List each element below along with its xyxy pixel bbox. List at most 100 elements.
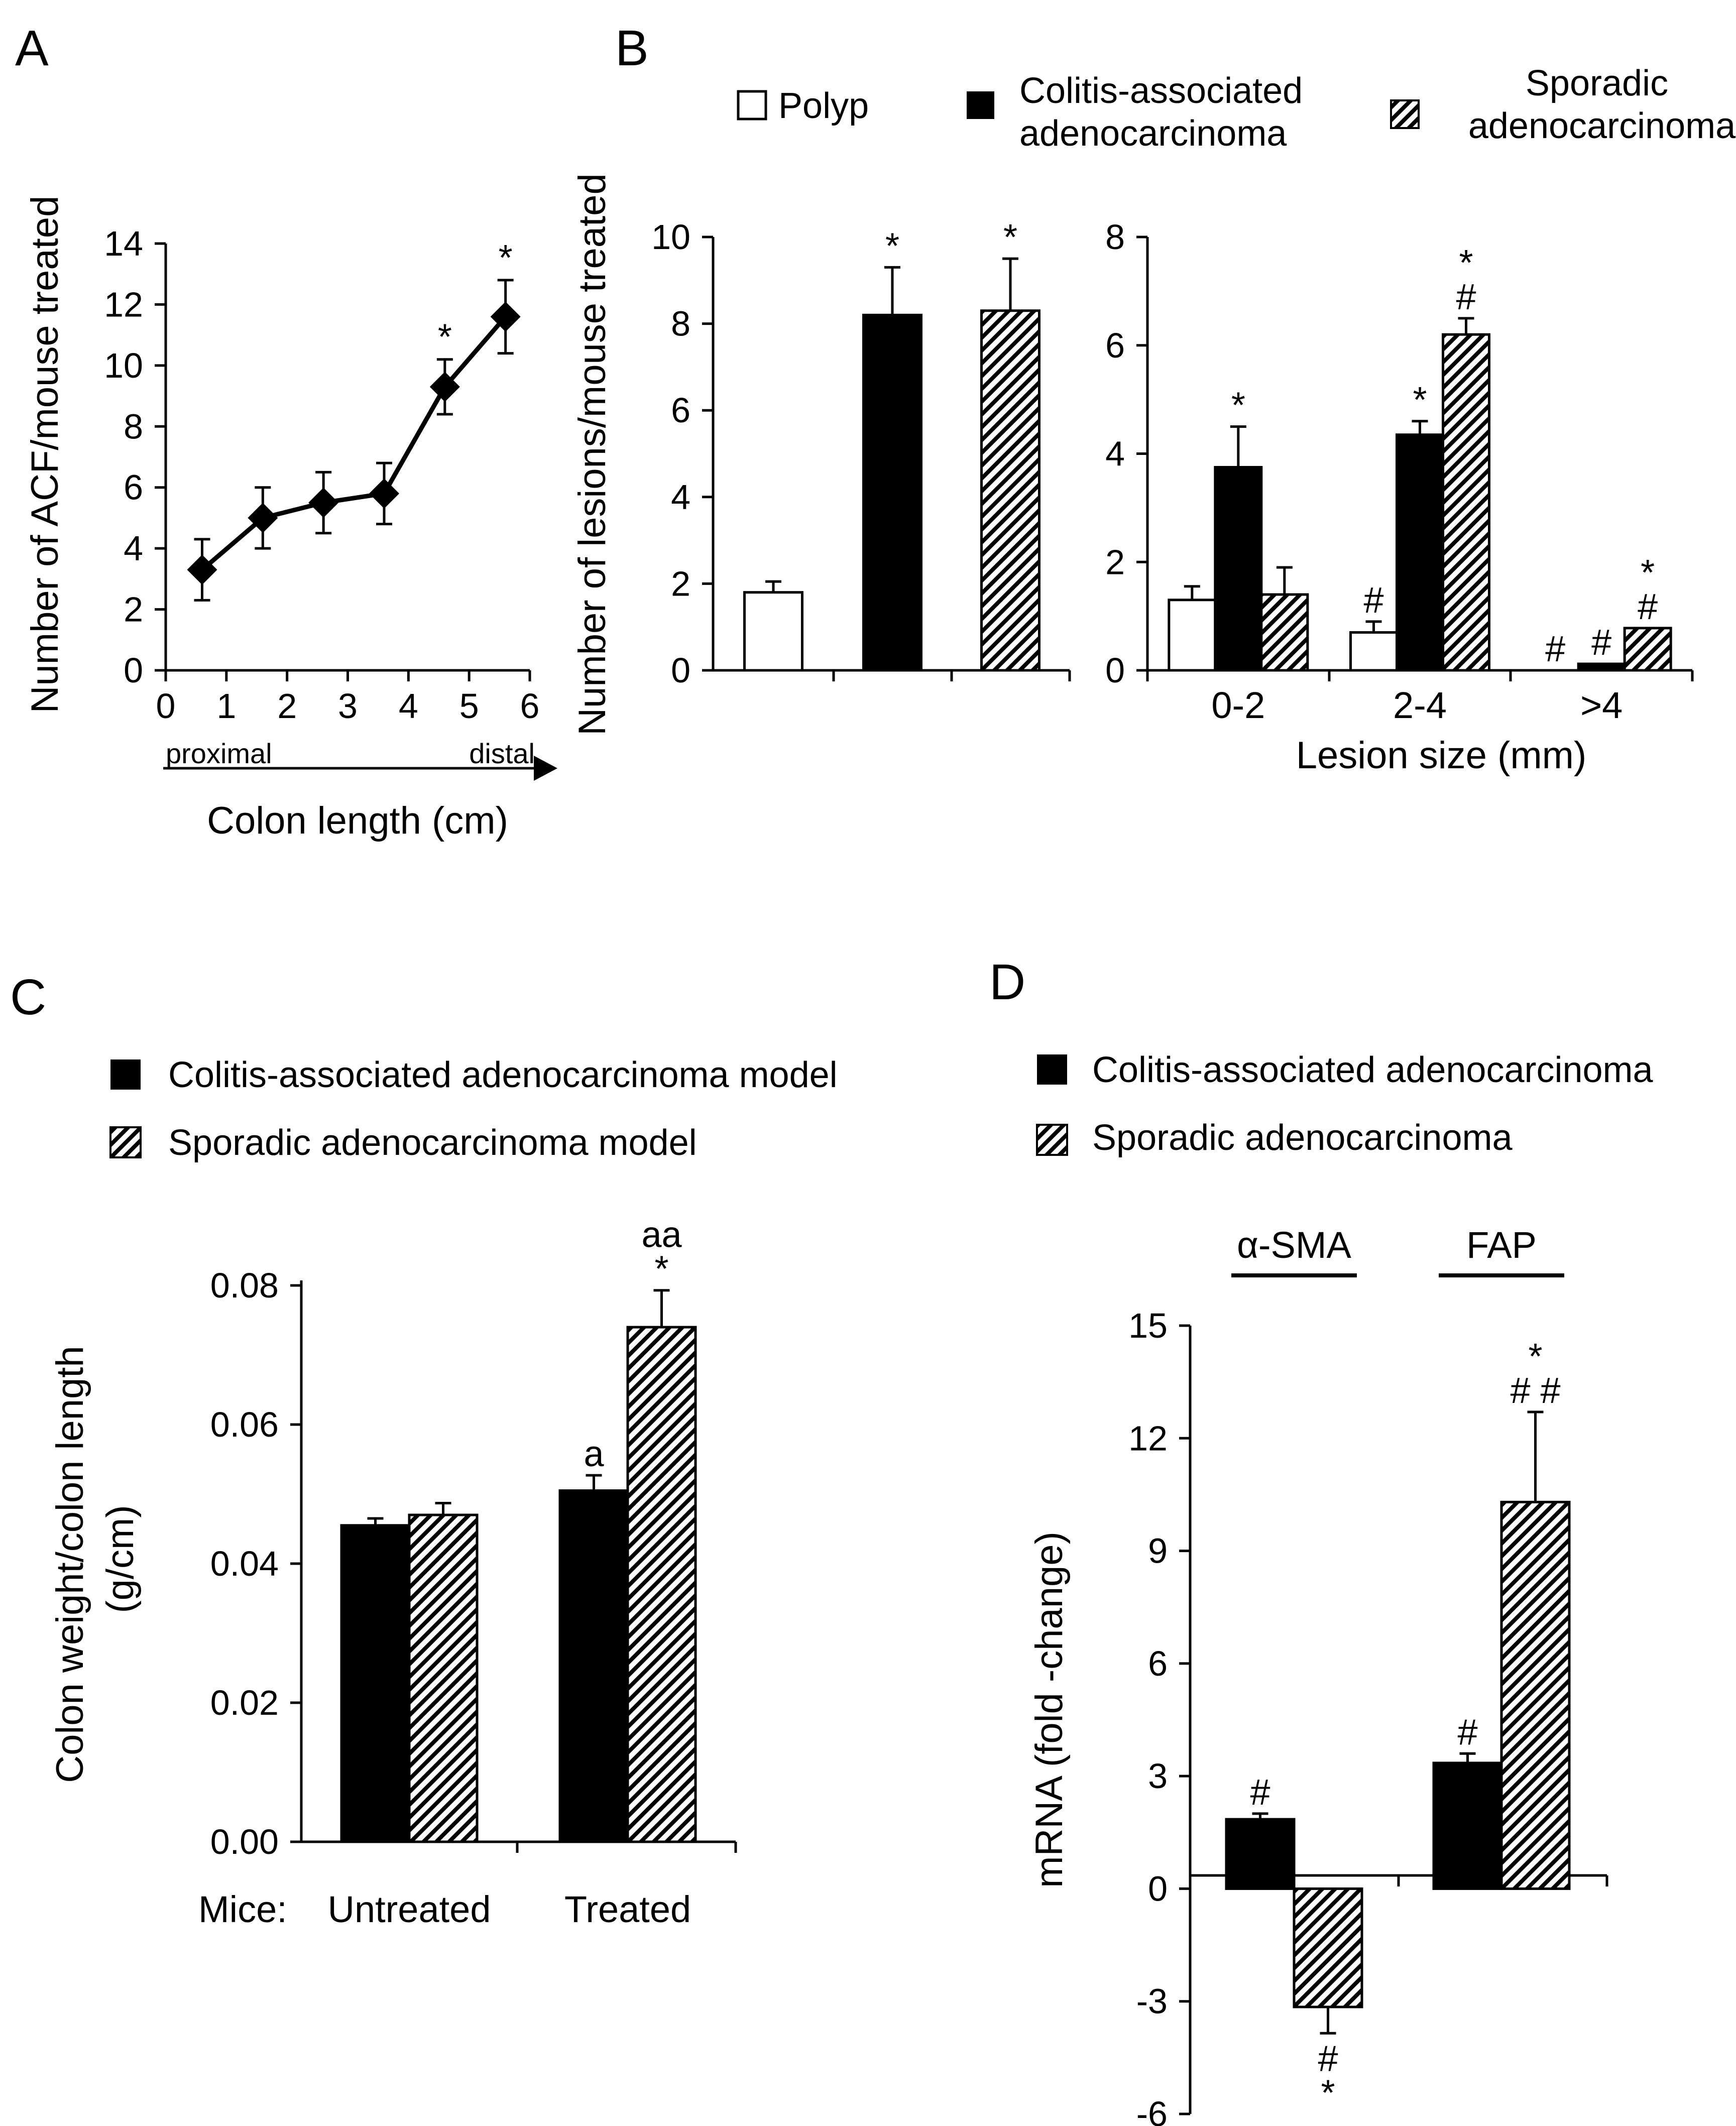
panel-b-right-sig-0: # [1363, 580, 1383, 621]
panel-b-left-bar [980, 309, 1040, 672]
panel-a-data-point [308, 488, 339, 518]
panel-a-data-point [429, 372, 460, 402]
panel-a-sig-marker: * [438, 317, 452, 358]
panel-d-bar [1225, 1818, 1296, 1890]
panel-c-sig-0: a [584, 1434, 604, 1474]
panel-d-legend-spa: Sporadic adenocarcinoma [1092, 1118, 1513, 1158]
panel-b-left-y-tick-label: 10 [651, 217, 690, 257]
panel-b-right-bar [1396, 433, 1444, 672]
panel-c-sig-0: aa [641, 1215, 682, 1255]
panel-c-y-tick-label: 0.00 [210, 1822, 279, 1861]
panel-b-right-bar [1168, 599, 1217, 672]
panel-b-right-y-tick-label: 8 [1105, 217, 1125, 257]
panel-b-right-bar [1623, 627, 1672, 672]
panel-a-series-line [200, 315, 508, 572]
panel-d-sig-below-0: # [1318, 2039, 1338, 2079]
panel-d-y-tick-label: 0 [1148, 1869, 1168, 1908]
panel-b-legend-swatch-polyp [737, 90, 767, 121]
panel-c-legend-spa: Sporadic adenocarcinoma model [168, 1123, 697, 1163]
panel-label-c: C [10, 969, 46, 1025]
panel-d-y-tick-label: 9 [1148, 1531, 1168, 1571]
panel-b-right-x-axis-label: Lesion size (mm) [1296, 734, 1587, 777]
panel-d-bar [1432, 1761, 1503, 1890]
panel-a-x-tick-label: 2 [277, 686, 297, 726]
panel-d-y-tick-label: 6 [1148, 1644, 1168, 1683]
panel-b-left-sig-0: * [1003, 217, 1017, 258]
panel-a-y-tick-label: 2 [124, 590, 143, 629]
panel-b-left-sig-0: * [885, 226, 899, 266]
panel-b-right-bar [1214, 465, 1263, 672]
panel-c-y-tick-label: 0.04 [210, 1544, 279, 1583]
panel-a-x-tick-label: 1 [216, 686, 236, 726]
panel-b-legend-swatch-spa [1390, 99, 1420, 129]
panel-d-sig-0: * [1528, 1337, 1542, 1377]
panel-d-group-label: α-SMA [1237, 1224, 1351, 1266]
panel-b-left-y-tick-label: 8 [671, 304, 690, 343]
panel-c-bar-chart: Colitis-associated adenocarcinoma model … [49, 1055, 838, 1930]
panel-a-x-tick-label: 4 [399, 686, 418, 726]
panel-b-right-bar [1577, 662, 1626, 672]
panel-b-right-sig-1: # [1456, 277, 1476, 317]
panel-b-right-y-tick-label: 6 [1105, 326, 1125, 365]
panel-c-bar [558, 1489, 629, 1843]
panel-c-category-label: Treated [564, 1888, 691, 1930]
panel-label-b: B [615, 20, 649, 76]
panel-c-bar [340, 1524, 411, 1843]
panel-a-y-tick-label: 14 [104, 224, 143, 263]
panel-b-right-sig-0: # [1545, 629, 1565, 669]
panel-d-legend-swatch-caa [1037, 1054, 1067, 1085]
panel-a-x-tick-label: 3 [338, 686, 358, 726]
panel-d-sig-below-1: * [1321, 2073, 1335, 2113]
panel-b-right-sig-0: * [1231, 386, 1245, 426]
panel-b-right-bar [1260, 593, 1309, 672]
panel-b-bar-chart: Polyp Colitis-associated adenocarcinoma … [571, 63, 1736, 777]
panel-c-y-tick-label: 0.02 [210, 1683, 279, 1722]
panel-b-left-y-tick-label: 6 [671, 391, 690, 430]
panel-c-legend-swatch-caa [110, 1059, 141, 1090]
panel-d-y-tick-label: 3 [1148, 1756, 1168, 1796]
panel-b-right-bar [1442, 333, 1490, 672]
panel-b-left-y-tick-label: 4 [671, 478, 690, 517]
panel-b-left-bar [862, 313, 922, 672]
panel-a-x-tick-label: 5 [459, 686, 479, 726]
panel-b-right-category-label: >4 [1580, 684, 1623, 726]
panel-d-sig-1: # # [1510, 1371, 1560, 1411]
panel-a-data-point [187, 554, 217, 585]
panel-b-legend-caa: Colitis-associated adenocarcinoma [1019, 71, 1313, 154]
panel-b-y-axis-label: Number of lesions/mouse treated [571, 173, 614, 735]
panel-b-right-bar [1349, 631, 1398, 672]
panel-a-sig-marker: * [499, 238, 513, 278]
panel-c-bar [626, 1326, 697, 1843]
panel-d-y-tick-label: -3 [1136, 1982, 1168, 2021]
panel-a-y-tick-label: 12 [104, 285, 143, 324]
panel-d-legend-caa: Colitis-associated adenocarcinoma [1092, 1050, 1654, 1090]
panel-b-right-y-tick-label: 2 [1105, 542, 1125, 581]
panel-b-right-category-label: 0-2 [1211, 684, 1265, 726]
panel-c-bar [408, 1513, 479, 1843]
panel-d-sig-0: # [1457, 1712, 1477, 1752]
panel-label-a: A [15, 20, 49, 76]
panel-a-data-point [490, 301, 521, 332]
panel-a-arrow-end-label: distal [469, 738, 535, 769]
panel-b-right-y-tick-label: 4 [1105, 434, 1125, 474]
panel-d-bar-chart: Colitis-associated adenocarcinoma Sporad… [1028, 1050, 1654, 2126]
panel-b-left-bar [743, 591, 803, 672]
panel-c-legend-swatch-spa [109, 1126, 142, 1158]
panel-a-y-tick-label: 8 [124, 407, 143, 446]
panel-d-bar [1500, 1500, 1571, 1890]
panel-c-y-axis-label: Colon weight/colon length (g/cm) [49, 1335, 142, 1783]
panel-a-data-point [248, 503, 278, 533]
panel-a-arrow-head [534, 756, 557, 781]
panel-c-x-prefix: Mice: [198, 1888, 287, 1930]
panel-d-sig-0: # [1250, 1773, 1270, 1813]
panel-d-group-label: FAP [1466, 1224, 1537, 1266]
panel-a-y-tick-label: 0 [124, 651, 143, 690]
panel-d-y-axis-label: mRNA (fold -change) [1028, 1531, 1071, 1888]
panel-a-x-tick-label: 0 [156, 686, 176, 726]
panel-b-legend-swatch-caa [967, 91, 994, 119]
panel-a-y-tick-label: 6 [124, 468, 143, 507]
panel-a-x-tick-label: 6 [520, 686, 540, 726]
panel-b-right-y-tick-label: 0 [1105, 651, 1125, 690]
